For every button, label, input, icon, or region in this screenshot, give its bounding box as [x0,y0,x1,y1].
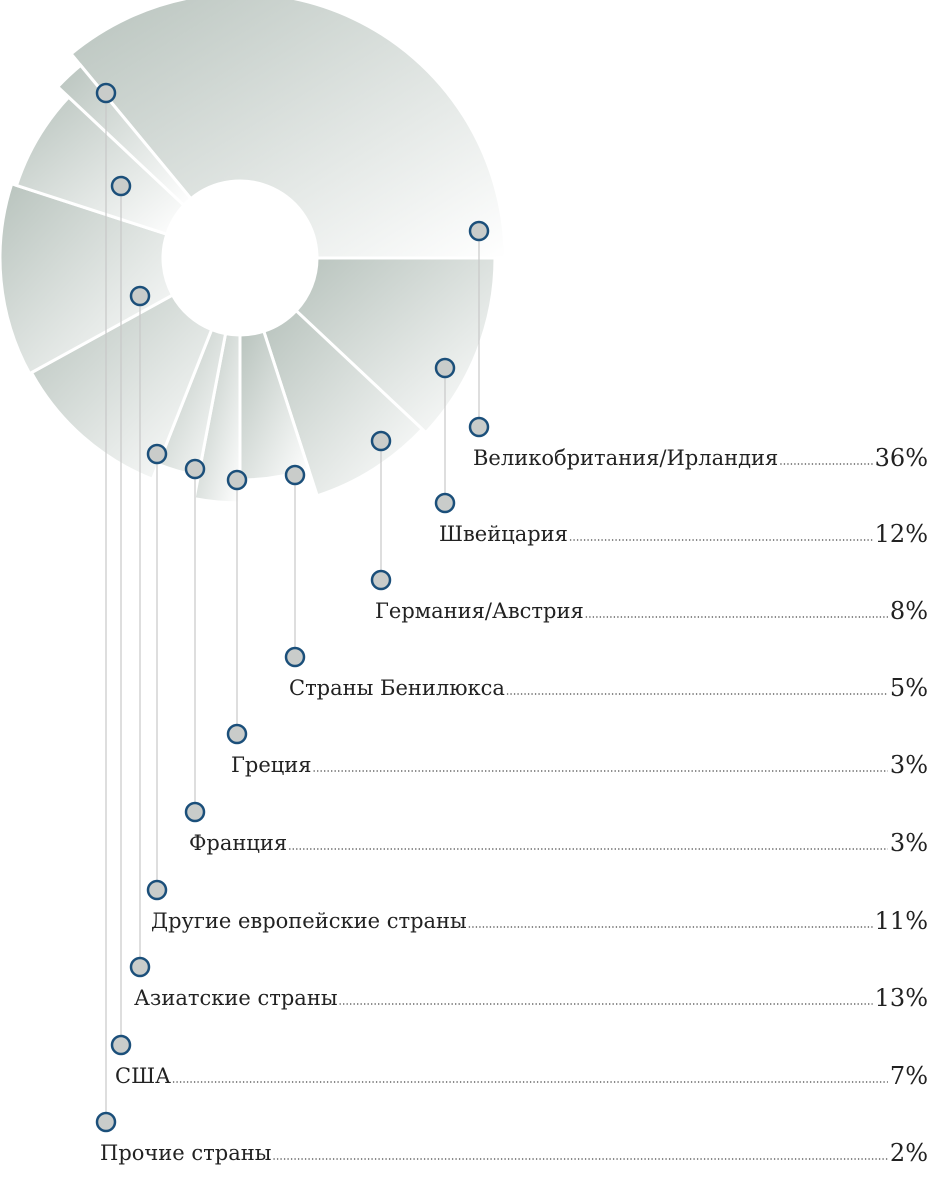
marker [226,723,248,745]
value-label: 11% [875,907,928,935]
marker [146,443,168,465]
category-label: Другие европейские страны [151,909,467,933]
marker [226,469,248,491]
category-label: Швейцария [439,522,568,546]
value-label: 3% [890,751,928,779]
value-label: 7% [890,1062,928,1090]
category-label: Германия/Австрия [375,599,584,623]
pie-slice [0,181,175,376]
category-label: Греция [231,753,312,777]
marker [95,82,117,104]
marker [184,801,206,823]
marker [184,458,206,480]
category-label: Великобритания/Ирландия [473,446,778,470]
marker [110,175,132,197]
value-label: 13% [875,984,928,1012]
marker [110,1034,132,1056]
category-label: США [115,1064,171,1088]
marker [370,569,392,591]
category-label: Франция [189,831,287,855]
value-label: 12% [875,520,928,548]
marker [284,646,306,668]
pie-slice [68,0,507,260]
pie-slice [55,63,194,208]
category-label: Прочие страны [100,1141,271,1165]
category-label: Страны Бенилюкса [289,676,505,700]
value-label: 2% [890,1139,928,1167]
marker [468,220,490,242]
value-label: 3% [890,829,928,857]
value-label: 36% [875,444,928,472]
marker [95,1111,117,1133]
pie-slice [192,331,242,505]
marker [129,285,151,307]
marker [434,492,456,514]
value-label: 8% [890,597,928,625]
pie-slice [14,95,186,237]
marker [129,956,151,978]
marker [370,430,392,452]
marker [434,357,456,379]
value-label: 5% [890,674,928,702]
marker [284,464,306,486]
marker [146,879,168,901]
category-label: Азиатские страны [134,986,338,1010]
marker [468,416,490,438]
